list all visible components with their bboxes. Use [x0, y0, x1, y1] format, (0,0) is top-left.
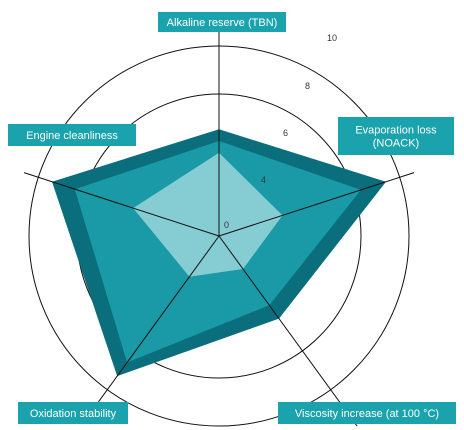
tick-label-6: 6: [283, 128, 288, 138]
axis-label-text: Engine cleanliness: [26, 130, 118, 142]
axis-label-box: [8, 124, 136, 146]
axis-labels: Alkaline reserve (TBN) Evaporation loss(N…: [8, 12, 456, 424]
axis-label-2: Evaporation loss(NOACK): [338, 117, 454, 155]
axis-label-box: [278, 402, 456, 424]
axis-label-text: Alkaline reserve (TBN): [167, 17, 278, 29]
axis-spoke-4: [98, 235, 220, 403]
axis-label-text: (NOACK): [373, 138, 419, 150]
series-layer: [52, 129, 386, 377]
tick-label-8: 8: [305, 81, 310, 91]
axis-label-1: Alkaline reserve (TBN): [158, 12, 286, 32]
axis-label-text: Evaporation loss: [355, 125, 437, 137]
axis-label-text: Oxidation stability: [30, 408, 117, 420]
series-area-3: [133, 152, 283, 277]
axis-spoke-5: [23, 172, 220, 237]
axis-label-5: Engine cleanliness: [8, 124, 136, 146]
axis-label-4: Oxidation stability: [18, 402, 128, 424]
axis-spokes: [23, 21, 415, 427]
tick-label-0: 0: [224, 220, 229, 230]
axis-label-box: [338, 117, 454, 155]
axis-label-text: Viscosity increase (at 100 °C): [295, 408, 439, 420]
axis-label-3: Viscosity increase (at 100 °C): [278, 402, 456, 424]
tick-label-4: 4: [261, 175, 266, 185]
axis-spoke-2: [218, 172, 415, 237]
axis-label-box: [18, 402, 128, 424]
tick-labels: 0 4 6 8 10: [224, 33, 337, 230]
axis-spoke-3: [218, 235, 358, 427]
tick-label-10: 10: [327, 33, 337, 43]
axis-label-box: [158, 12, 286, 32]
